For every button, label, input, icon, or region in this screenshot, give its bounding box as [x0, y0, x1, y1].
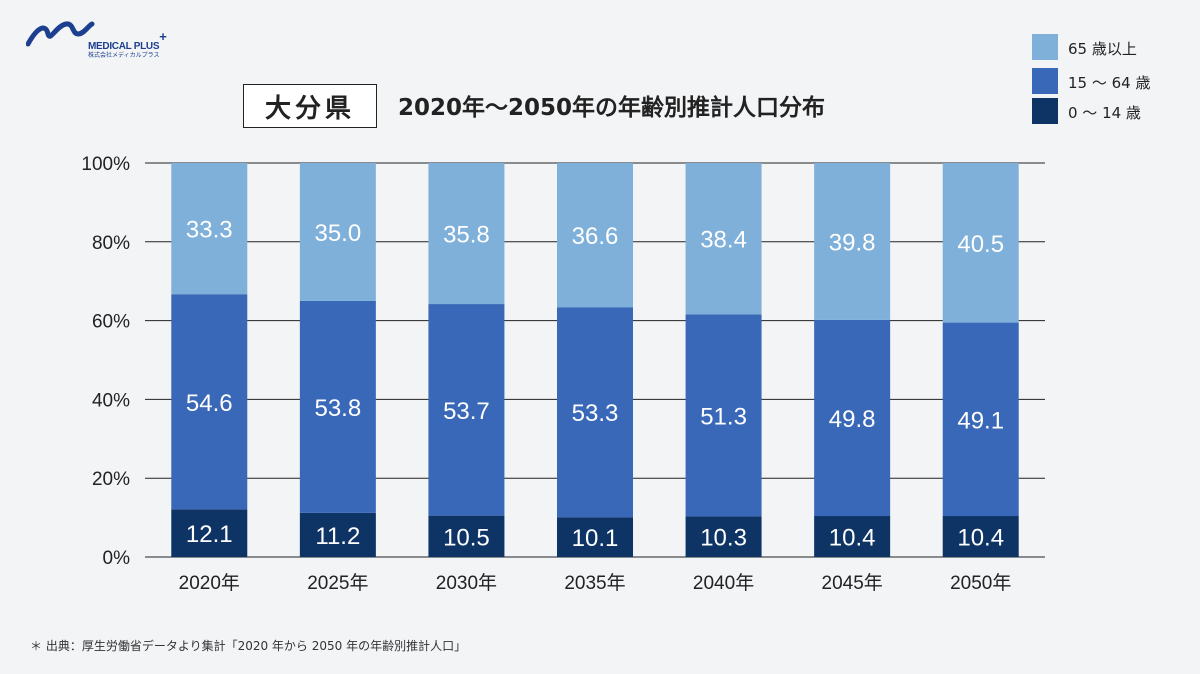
data-label: 10.5	[443, 524, 490, 551]
data-label: 51.3	[700, 403, 747, 430]
bar-segment	[299, 512, 376, 557]
bar-segment	[557, 163, 633, 308]
data-label: 49.1	[957, 407, 1004, 434]
data-label: 53.8	[314, 395, 361, 422]
data-label: 33.3	[186, 217, 233, 244]
y-tick-label: 20%	[92, 469, 130, 490]
y-tick-label: 100%	[81, 154, 130, 175]
legend-label-0-14: 0 〜 14 歳	[1068, 104, 1141, 122]
bar-segment	[557, 307, 633, 518]
data-label: 40.5	[957, 231, 1004, 258]
x-tick-label: 2045年	[822, 572, 883, 594]
bar-segment	[171, 294, 248, 510]
data-label: 38.4	[700, 227, 747, 254]
legend-swatch-65plus	[1032, 34, 1058, 60]
data-label: 11.2	[315, 523, 360, 550]
logo-plus-mark: +	[159, 29, 167, 44]
x-tick-label: 2020年	[179, 572, 240, 594]
bar-segment	[171, 163, 248, 295]
bar-segment	[814, 163, 891, 320]
bar-segment	[428, 304, 505, 516]
bar-segment	[685, 163, 762, 315]
legend-label-15-64: 15 〜 64 歳	[1068, 74, 1151, 92]
logo-brand: MEDICAL PLUS+	[88, 29, 167, 52]
legend-item-0-14: 0 〜 14 歳	[1032, 98, 1200, 124]
bar-segment	[299, 300, 376, 513]
data-label: 35.8	[443, 222, 490, 249]
bar-segment	[557, 517, 633, 557]
legend-label-65plus: 65 歳以上	[1068, 40, 1137, 58]
y-tick-label: 80%	[92, 233, 130, 254]
data-label: 39.8	[829, 229, 876, 256]
bar-segment	[685, 314, 762, 517]
prefecture-label: 大分県	[243, 84, 377, 128]
bar-segment	[814, 516, 891, 557]
data-label: 10.3	[700, 525, 747, 552]
bar-segment	[942, 516, 1019, 557]
data-label: 35.0	[314, 220, 361, 247]
bar-segment	[428, 515, 505, 557]
x-tick-label: 2025年	[307, 572, 368, 594]
legend-swatch-0-14	[1032, 98, 1058, 124]
y-tick-label: 40%	[92, 390, 130, 411]
medical-plus-logo	[26, 21, 95, 47]
y-tick-label: 0%	[103, 548, 131, 569]
data-label: 12.1	[186, 521, 233, 548]
x-tick-label: 2030年	[436, 572, 497, 594]
bar-segment	[171, 509, 248, 557]
bar-segment	[428, 163, 505, 305]
bar-segment	[299, 163, 376, 301]
data-label: 49.8	[829, 406, 876, 433]
bar-segment	[685, 516, 762, 557]
x-tick-label: 2050年	[950, 572, 1011, 594]
data-label: 54.6	[186, 390, 233, 417]
legend-swatch-15-64	[1032, 68, 1058, 94]
source-footnote: ＊ 出典：厚生労働省データより集計「2020 年から 2050 年の年齢別推計人…	[30, 639, 467, 653]
x-tick-label: 2035年	[564, 572, 625, 594]
data-label: 36.6	[572, 223, 619, 250]
data-label: 10.1	[572, 525, 619, 552]
data-label: 53.7	[443, 398, 490, 425]
logo-subtitle: 株式会社メディカルプラス	[88, 52, 160, 59]
bar-segment	[942, 322, 1019, 517]
legend-item-15-64: 15 〜 64 歳	[1032, 68, 1200, 94]
x-tick-label: 2040年	[693, 572, 754, 594]
data-label: 10.4	[829, 525, 876, 552]
chart-title: 2020年〜2050年の年齢別推計人口分布	[398, 95, 826, 121]
legend-item-65plus: 65 歳以上	[1032, 34, 1200, 60]
data-label: 53.3	[572, 400, 619, 427]
y-tick-label: 60%	[92, 312, 130, 333]
bar-segment	[814, 319, 891, 517]
data-label: 10.4	[957, 525, 1004, 552]
bar-segment	[942, 163, 1019, 323]
